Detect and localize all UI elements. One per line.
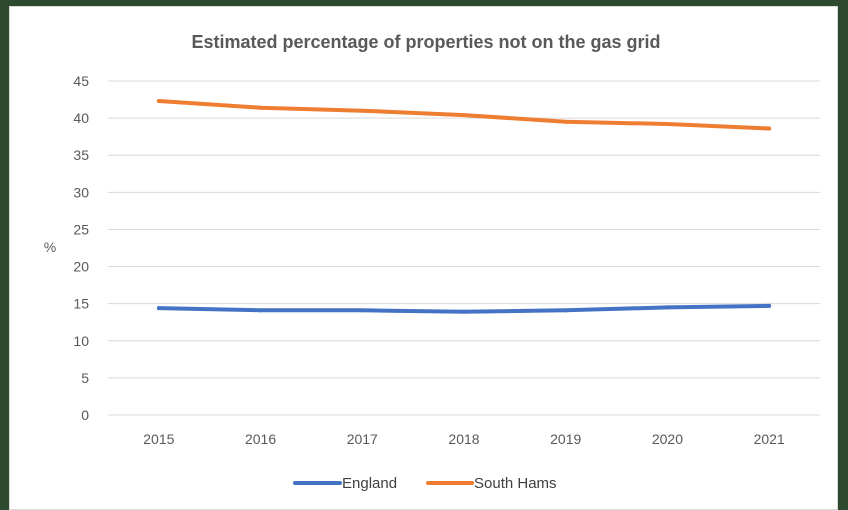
y-tick-label: 15	[73, 296, 89, 312]
y-tick-label: 40	[73, 110, 89, 126]
data-point	[156, 306, 161, 311]
data-point	[360, 108, 365, 113]
legend: England South Hams	[293, 475, 557, 492]
legend-label: England	[342, 475, 397, 492]
x-tick-label: 2015	[143, 431, 174, 447]
y-axis-label: %	[44, 239, 56, 255]
data-point	[563, 308, 568, 313]
x-tick-label: 2019	[550, 431, 581, 447]
series-lines	[156, 99, 772, 314]
gridlines	[108, 80, 820, 416]
chart-title: Estimated percentage of properties not o…	[191, 32, 660, 52]
y-tick-label: 25	[73, 221, 89, 237]
y-tick-label: 0	[81, 407, 89, 423]
y-tick-label: 5	[81, 370, 89, 386]
data-point	[767, 126, 772, 131]
data-point	[258, 105, 263, 110]
y-tick-label: 45	[73, 73, 89, 89]
x-tick-label: 2020	[652, 431, 683, 447]
x-tick-label: 2021	[754, 431, 785, 447]
x-tick-label: 2016	[245, 431, 276, 447]
y-tick-label: 30	[73, 184, 89, 200]
y-tick-label: 20	[73, 259, 89, 275]
data-point	[767, 303, 772, 308]
chart-frame	[9, 6, 838, 510]
data-point	[360, 308, 365, 313]
data-point	[665, 305, 670, 310]
y-tick-label: 35	[73, 147, 89, 163]
data-point	[563, 119, 568, 124]
x-axis-ticks: 2015 2016 2017 2018 2019 2020 2021	[143, 431, 785, 447]
x-tick-label: 2018	[448, 431, 479, 447]
data-point	[258, 308, 263, 313]
data-point	[462, 309, 466, 314]
legend-label: South Hams	[474, 475, 557, 492]
data-point	[665, 122, 670, 127]
y-axis-ticks: 0 5 10 15 20 25 30 35 40 45	[73, 73, 89, 423]
data-point	[156, 99, 161, 104]
data-point	[462, 113, 466, 118]
x-tick-label: 2017	[347, 431, 378, 447]
y-tick-label: 10	[73, 333, 89, 349]
